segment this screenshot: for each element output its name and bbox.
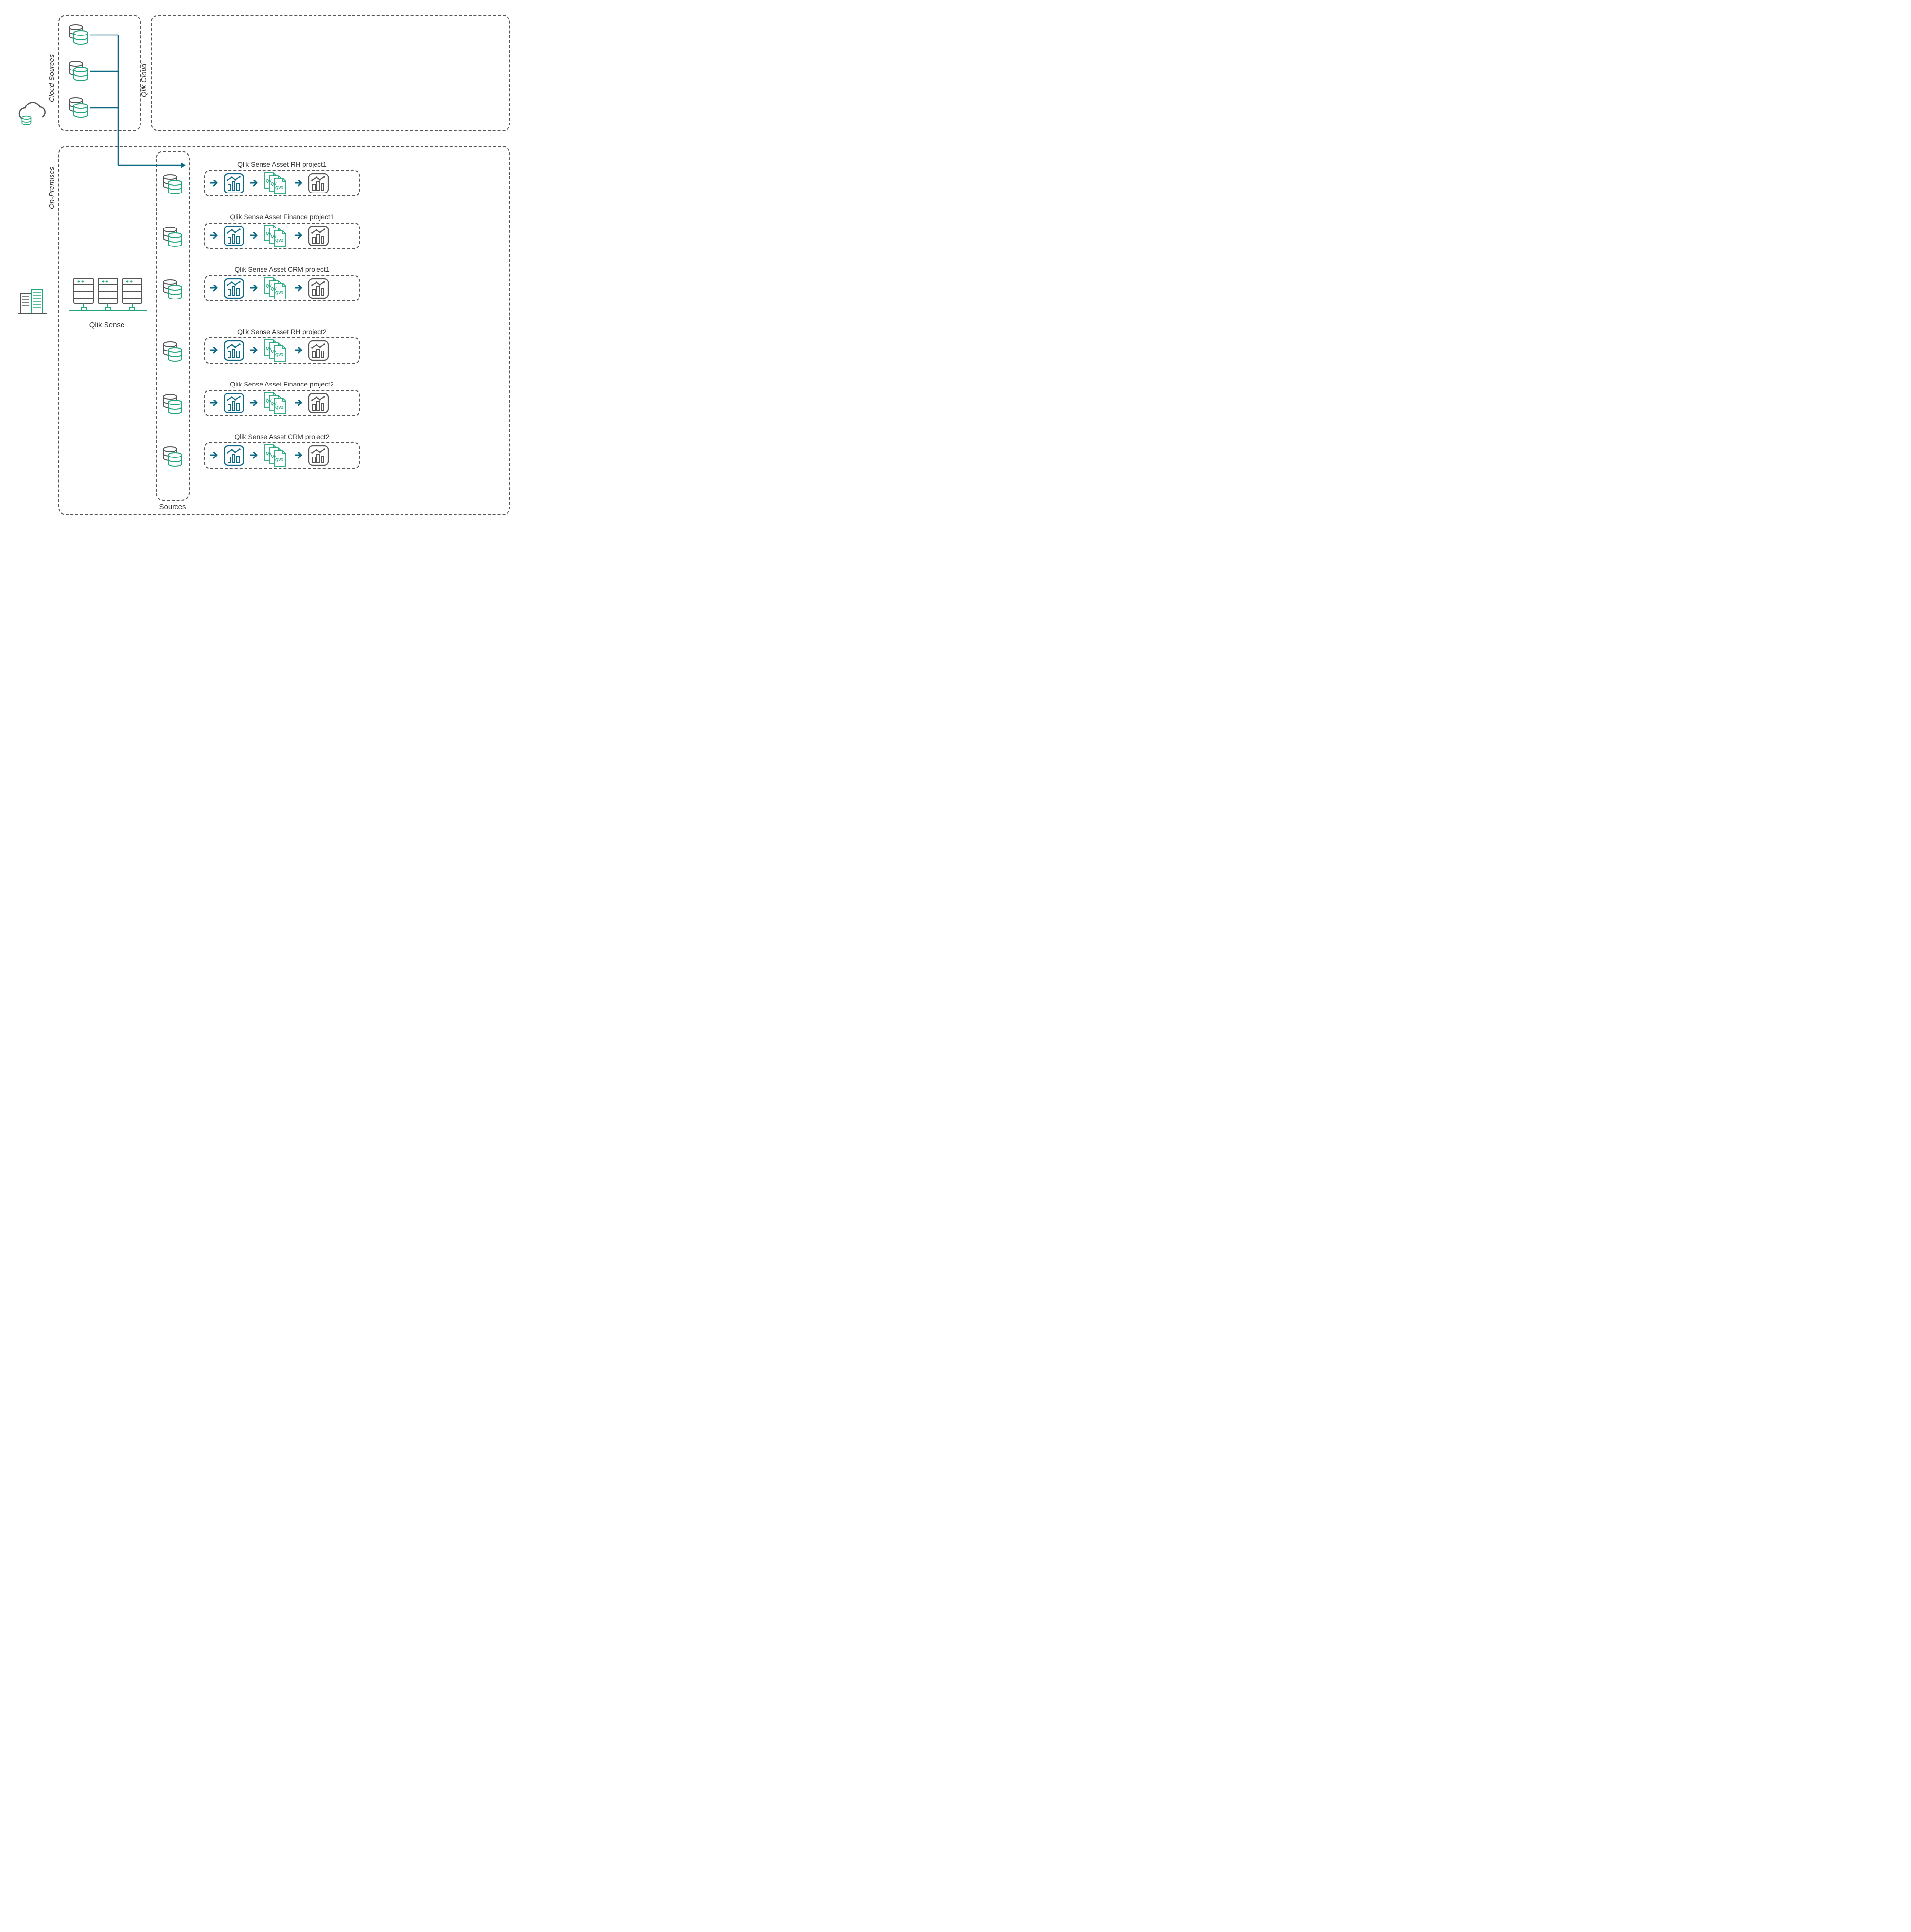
asset-row: Qlik Sense Asset RH project2 QVQVQVD <box>204 328 360 364</box>
database-icon <box>162 446 184 468</box>
asset-label: Qlik Sense Asset RH project2 <box>204 328 360 335</box>
arrow-icon <box>210 452 218 459</box>
arrow-icon <box>210 400 218 406</box>
asset-row: Qlik Sense Asset CRM project2 QVQVQVD <box>204 433 360 469</box>
qvd-files-icon: QVQVQVD <box>263 391 289 415</box>
qlik-cloud-region <box>151 15 510 131</box>
asset-row: Qlik Sense Asset Finance project2 QVQVQVD <box>204 380 360 416</box>
asset-row: Qlik Sense Asset CRM project1 QVQVQVD <box>204 265 360 301</box>
arrow-icon <box>295 180 302 187</box>
arrow-icon <box>295 452 302 459</box>
chart-app-icon <box>224 393 244 413</box>
arrow-icon <box>250 452 258 459</box>
arrow-icon <box>295 347 302 354</box>
asset-pipeline: QVQVQVD <box>204 337 360 364</box>
chart-dashboard-icon <box>308 173 329 193</box>
database-icon <box>68 61 89 82</box>
arrow-icon <box>210 285 218 292</box>
asset-label: Qlik Sense Asset Finance project2 <box>204 380 360 388</box>
arrow-icon <box>210 347 218 354</box>
qvd-files-icon: QVQVQVD <box>263 444 289 467</box>
chart-dashboard-icon <box>308 340 329 361</box>
qlik-cloud-label: Qlik Cloud <box>140 53 148 97</box>
qlik-sense-label: Qlik Sense <box>83 321 131 329</box>
database-icon <box>68 24 89 46</box>
asset-pipeline: QVQVQVD <box>204 223 360 249</box>
asset-label: Qlik Sense Asset CRM project1 <box>204 265 360 273</box>
chart-app-icon <box>224 278 244 299</box>
arrow-icon <box>250 285 258 292</box>
database-icon <box>162 279 184 300</box>
arrow-icon <box>250 232 258 239</box>
server-icon <box>122 277 143 312</box>
asset-row: Qlik Sense Asset RH project1 QVQVQVD <box>204 160 360 196</box>
server-network-line <box>69 309 147 311</box>
asset-label: Qlik Sense Asset CRM project2 <box>204 433 360 440</box>
server-icon <box>73 277 94 312</box>
qvd-files-icon: QVQVQVD <box>263 339 289 362</box>
svg-text:QVD: QVD <box>275 291 284 295</box>
svg-text:QVD: QVD <box>275 458 284 462</box>
qvd-files-icon: QVQVQVD <box>263 172 289 195</box>
server-icon <box>97 277 119 312</box>
arrow-icon <box>295 232 302 239</box>
asset-pipeline: QVQVQVD <box>204 170 360 196</box>
building-icon <box>18 287 47 315</box>
qvd-files-icon: QVQVQVD <box>263 277 289 300</box>
qvd-files-icon: QVQVQVD <box>263 224 289 247</box>
arrow-icon <box>250 400 258 406</box>
svg-text:QVD: QVD <box>275 186 284 190</box>
arrow-icon <box>295 400 302 406</box>
chart-dashboard-icon <box>308 226 329 246</box>
chart-dashboard-icon <box>308 393 329 413</box>
svg-text:QVD: QVD <box>275 405 284 410</box>
chart-dashboard-icon <box>308 445 329 466</box>
arrow-icon <box>250 347 258 354</box>
cloud-sources-label: Cloud Sources <box>48 44 56 102</box>
arrow-icon <box>210 180 218 187</box>
asset-label: Qlik Sense Asset RH project1 <box>204 160 360 168</box>
asset-label: Qlik Sense Asset Finance project1 <box>204 213 360 221</box>
chart-app-icon <box>224 226 244 246</box>
asset-pipeline: QVQVQVD <box>204 390 360 416</box>
database-icon <box>162 227 184 248</box>
diagram-canvas: Cloud Sources Qlik Cloud On-Premises <box>10 10 515 520</box>
svg-text:QVD: QVD <box>275 238 284 243</box>
asset-row: Qlik Sense Asset Finance project1 QVQVQVD <box>204 213 360 249</box>
on-premises-label: On-Premises <box>48 156 56 209</box>
arrow-icon <box>250 180 258 187</box>
asset-pipeline: QVQVQVD <box>204 275 360 301</box>
cloud-db-icon <box>16 102 50 129</box>
arrow-icon <box>295 285 302 292</box>
svg-text:QVD: QVD <box>275 353 284 357</box>
database-icon <box>68 97 89 119</box>
chart-dashboard-icon <box>308 278 329 299</box>
database-icon <box>162 174 184 195</box>
asset-pipeline: QVQVQVD <box>204 442 360 469</box>
chart-app-icon <box>224 445 244 466</box>
database-icon <box>162 341 184 363</box>
chart-app-icon <box>224 340 244 361</box>
sources-label: Sources <box>156 503 190 511</box>
database-icon <box>162 394 184 415</box>
chart-app-icon <box>224 173 244 193</box>
arrow-icon <box>210 232 218 239</box>
